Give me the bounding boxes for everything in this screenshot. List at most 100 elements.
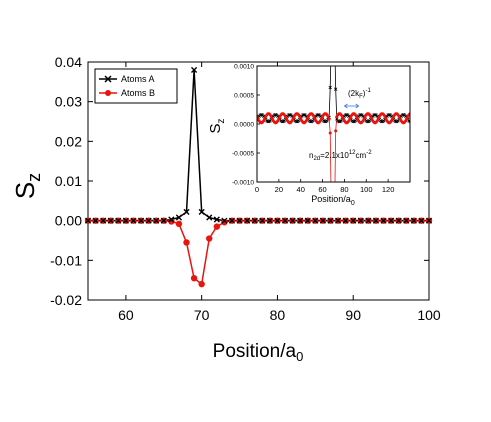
main-point-atoms-a <box>251 217 258 224</box>
inset-point-atoms-a <box>332 36 335 39</box>
main-point-atoms-a <box>221 217 228 224</box>
inset-x-tick-label: 0 <box>255 185 259 194</box>
main-point-atoms-a <box>319 217 327 224</box>
main-point-atoms-a <box>304 217 311 224</box>
inset-x-tick-label: 60 <box>318 185 326 194</box>
inset-point-atoms-b <box>333 210 336 213</box>
main-point-atoms-a <box>274 217 281 224</box>
legend-marker-atoms-b <box>105 90 111 96</box>
main-point-atoms-a <box>312 217 319 224</box>
inset-point-atoms-a <box>365 119 370 124</box>
main-x-tick-label: 90 <box>345 307 361 323</box>
main-point-atoms-b <box>175 220 183 228</box>
inset-period-arrow <box>343 103 360 109</box>
main-y-tick-label: 0.01 <box>55 173 82 189</box>
main-point-atoms-a <box>418 217 425 224</box>
inset-point-atoms-a <box>334 87 338 91</box>
legend-box <box>94 68 178 104</box>
main-point-atoms-b <box>190 274 198 282</box>
main-point-atoms-a <box>372 217 380 224</box>
legend-label-atoms-b: Atoms B <box>121 88 155 98</box>
inset-point-atoms-b <box>328 131 332 135</box>
inset-x-tick-label: 80 <box>340 185 348 194</box>
main-point-atoms-a <box>281 217 289 224</box>
main-y-tick-label: 0.00 <box>55 213 82 229</box>
main-point-atoms-a <box>213 216 220 223</box>
main-x-axis-label: Position/a0 <box>213 341 304 364</box>
main-point-atoms-a <box>130 217 137 224</box>
inset-point-atoms-a <box>323 119 327 124</box>
inset-point-atoms-a <box>266 119 270 124</box>
main-point-atoms-a <box>425 217 433 224</box>
main-point-atoms-a <box>403 217 410 224</box>
main-point-atoms-a <box>190 66 198 74</box>
main-point-atoms-a <box>380 217 387 224</box>
inset-frame <box>256 65 411 183</box>
inset-y-axis-label: Sz <box>207 118 227 133</box>
inset-x-tick-label: 120 <box>382 185 395 194</box>
main-point-atoms-a <box>395 217 402 224</box>
inset-point-atoms-a <box>351 119 355 124</box>
inset-series-markers <box>257 36 410 213</box>
main-point-atoms-a <box>137 217 145 224</box>
main-point-atoms-b <box>206 235 213 242</box>
main-line-atoms-b <box>88 219 429 286</box>
inset-point-atoms-a <box>328 85 332 90</box>
main-y-tick-label: -0.01 <box>50 252 82 268</box>
main-point-atoms-a <box>266 217 273 224</box>
main-point-atoms-a <box>168 216 175 223</box>
main-point-atoms-a <box>92 217 99 224</box>
inset-point-atoms-a <box>408 119 410 124</box>
main-point-atoms-a <box>297 217 304 224</box>
inset-point-atoms-a <box>331 36 334 39</box>
main-series-markers <box>84 66 433 288</box>
main-point-atoms-a <box>160 217 167 224</box>
main-x-tick-label: 60 <box>118 307 134 323</box>
inset-point-atoms-b <box>327 117 331 121</box>
main-point-atoms-a <box>198 208 205 216</box>
main-point-atoms-a <box>122 217 129 224</box>
main-point-atoms-a <box>259 217 266 224</box>
main-y-tick-label: 0.03 <box>55 94 82 110</box>
main-point-atoms-a <box>153 217 160 224</box>
inset-y-tick-label: -0.0010 <box>232 180 254 187</box>
main-point-atoms-b <box>183 239 190 246</box>
inset-x-tick-label: 100 <box>360 185 373 194</box>
main-point-atoms-a <box>228 217 236 224</box>
inset-point-atoms-a <box>337 119 341 124</box>
main-line-atoms-a <box>88 69 429 222</box>
main-point-atoms-a <box>350 217 357 224</box>
main-point-atoms-a <box>115 217 122 224</box>
inset-plot: 0 20 40 60 80 100 120 -0.0010 -0.0005 0.0000 0.000… <box>207 36 411 213</box>
main-y-tick-label: -0.02 <box>50 292 82 308</box>
legend-label-atoms-a: Atoms A <box>121 74 155 84</box>
inset-x-axis-label: Position/a0 <box>311 194 355 207</box>
main-point-atoms-a <box>327 217 334 224</box>
main-point-atoms-a <box>410 217 417 224</box>
legend-marker-atoms-a <box>104 75 112 83</box>
inset-y-tick-label: -0.0005 <box>232 151 254 158</box>
main-point-atoms-a <box>84 217 92 224</box>
main-point-atoms-a <box>342 217 349 224</box>
main-point-atoms-a <box>175 214 183 221</box>
main-point-atoms-a <box>244 217 251 224</box>
main-point-atoms-a <box>100 217 107 224</box>
main-point-atoms-b <box>168 218 175 225</box>
inset-point-atoms-b <box>331 210 334 213</box>
main-point-atoms-a <box>206 214 213 221</box>
main-y-axis-label: Sz <box>10 173 44 199</box>
main-point-atoms-a <box>365 217 372 224</box>
main-point-atoms-a <box>334 217 342 224</box>
main-point-atoms-b <box>213 223 221 230</box>
main-point-atoms-a <box>145 217 152 224</box>
main-point-atoms-a <box>107 217 114 224</box>
main-point-atoms-b <box>221 219 228 226</box>
main-y-tick-label: 0.04 <box>55 54 82 70</box>
main-y-tick-label: 0.02 <box>55 133 82 149</box>
inset-point-atoms-a <box>394 119 398 124</box>
main-point-atoms-a <box>183 208 190 216</box>
legend: Atoms A Atoms B <box>94 68 178 104</box>
inset-x-tick-label: 20 <box>275 185 283 194</box>
main-point-atoms-a <box>289 217 296 224</box>
